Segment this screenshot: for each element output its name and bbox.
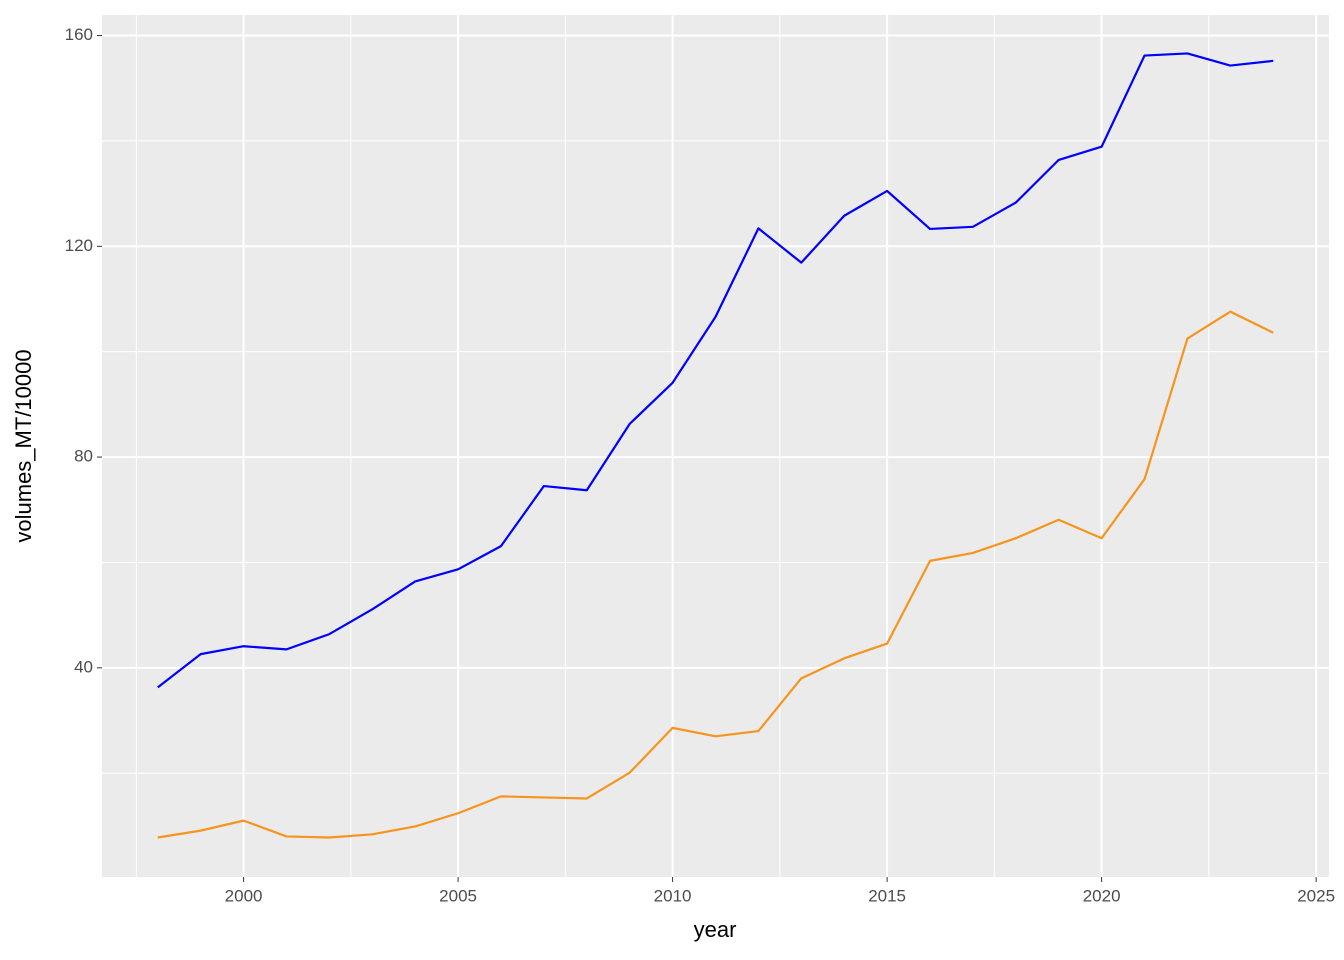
panel bbox=[102, 15, 1329, 877]
data-line bbox=[157, 310, 1274, 839]
grid bbox=[102, 15, 1329, 877]
x-axis-title: year bbox=[694, 917, 737, 942]
y-tick-label: 160 bbox=[65, 25, 93, 44]
x-tick-label: 2020 bbox=[1083, 886, 1121, 905]
data-line bbox=[157, 52, 1274, 689]
y-tick-label: 120 bbox=[65, 236, 93, 255]
y-tick-label: 80 bbox=[74, 447, 93, 466]
x-tick-label: 2010 bbox=[654, 886, 692, 905]
x-tick-label: 2015 bbox=[868, 886, 906, 905]
x-tick-label: 2005 bbox=[439, 886, 477, 905]
y-tick-label: 40 bbox=[74, 657, 93, 676]
y-axis-title: volumes_MT/10000 bbox=[11, 349, 36, 542]
x-tick-label: 2000 bbox=[225, 886, 263, 905]
plot-lines bbox=[157, 52, 1274, 839]
x-tick-label: 2025 bbox=[1297, 886, 1335, 905]
